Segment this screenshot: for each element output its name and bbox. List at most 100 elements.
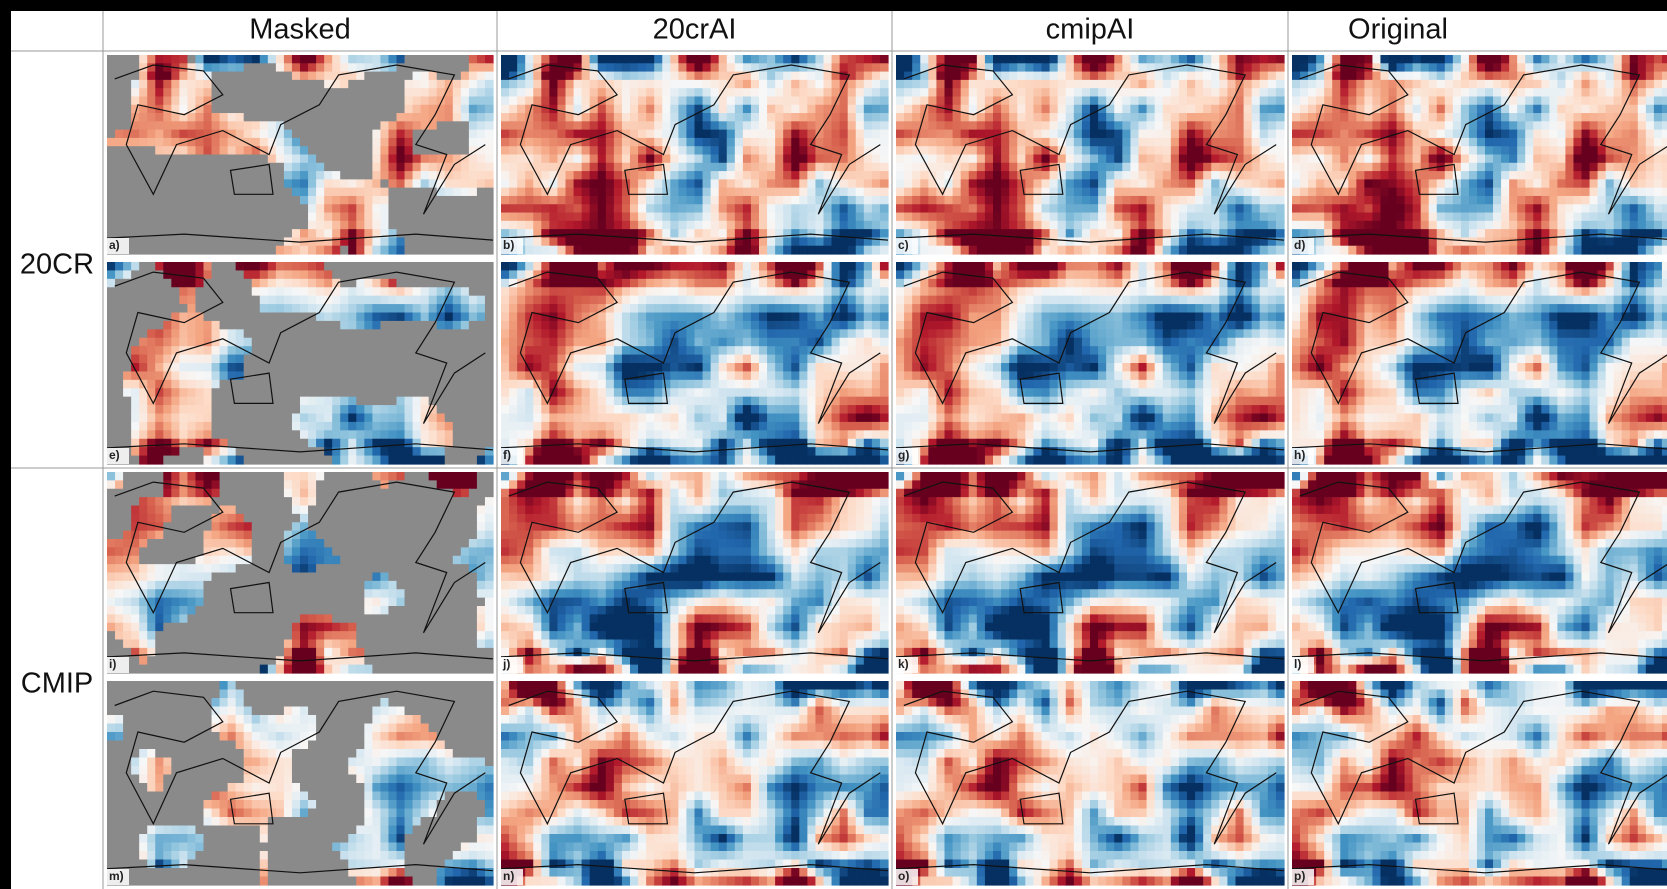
map-cell [1058,196,1067,205]
map-cell [993,113,1002,122]
map-cell [1130,105,1139,114]
map-cell [388,113,397,122]
map-cell [1009,80,1018,89]
map-cell [1517,229,1526,238]
map-cell [453,296,462,305]
map-cell [308,296,317,305]
map-cell [1429,179,1438,188]
map-cell [187,304,196,313]
map-cell [759,237,768,246]
map-cell [783,179,792,188]
map-cell [1453,237,1462,246]
map-cell [622,188,631,197]
map-cell [775,113,784,122]
map-cell [1364,221,1373,230]
map-cell [276,287,285,296]
map-cell [429,204,438,213]
map-cell [1590,72,1599,81]
map-cell [380,279,389,288]
map-cell [1163,221,1172,230]
map-cell [703,113,712,122]
map-cell [340,304,349,313]
map-cell [799,72,808,81]
map-cell [1405,155,1414,164]
map-cell [131,171,140,180]
map-cell [155,63,164,72]
map-cell [630,155,639,164]
map-cell [485,113,494,122]
map-cell [1025,146,1034,155]
map-cell [372,146,381,155]
map-cell [1517,171,1526,180]
map-cell [324,246,333,255]
map-cell [1098,213,1107,222]
map-cell [1453,196,1462,205]
map-cell [380,246,389,255]
map-cell [1227,213,1236,222]
map-cell [509,113,518,122]
map-cell [1573,204,1582,213]
map-cell [1074,105,1083,114]
map-cell [1646,213,1655,222]
map-cell [936,121,945,130]
map-cell [928,96,937,105]
map-cell [356,138,365,147]
map-cell [469,171,478,180]
map-cell [1203,80,1212,89]
map-cell [187,96,196,105]
map-cell [1009,213,1018,222]
map-cell [920,130,929,139]
map-cell [533,237,542,246]
map-cell [525,237,534,246]
map-cell [260,213,269,222]
map-cell [1590,146,1599,155]
map-cell [977,72,986,81]
map-cell [1082,88,1091,97]
map-cell [807,196,816,205]
map-cell [598,171,607,180]
map-cell [622,80,631,89]
map-cell [1606,72,1615,81]
map-cell [1009,121,1018,130]
map-cell [1606,188,1615,197]
map-cell [284,163,293,172]
map-cell [1324,237,1333,246]
map-cell [1573,246,1582,255]
map-cell [686,171,695,180]
map-cell [1646,221,1655,230]
map-cell [228,80,237,89]
map-cell [1090,96,1099,105]
map-cell [413,121,422,130]
map-cell [1260,213,1269,222]
map-cell [759,138,768,147]
map-cell [356,146,365,155]
map-cell [670,188,679,197]
map-cell [139,155,148,164]
map-cell [1469,88,1478,97]
map-cell [1485,63,1494,72]
map-cell [582,155,591,164]
map-cell [670,63,679,72]
map-cell [1638,105,1647,114]
map-cell [1139,204,1148,213]
map-cell [1421,121,1430,130]
map-cell [928,72,937,81]
map-cell [163,72,172,81]
map-cell [1638,237,1647,246]
map-cell [1461,237,1470,246]
map-cell [791,121,800,130]
map-cell [1573,196,1582,205]
map-cell [155,188,164,197]
map-cell [1219,130,1228,139]
map-cell [236,113,245,122]
map-cell [686,105,695,114]
map-cell [364,179,373,188]
map-cell [759,204,768,213]
map-cell [461,188,470,197]
map-cell [332,155,341,164]
map-cell [332,213,341,222]
map-cell [1533,113,1542,122]
map-cell [1437,179,1446,188]
map-cell [533,246,542,255]
map-cell [1421,204,1430,213]
